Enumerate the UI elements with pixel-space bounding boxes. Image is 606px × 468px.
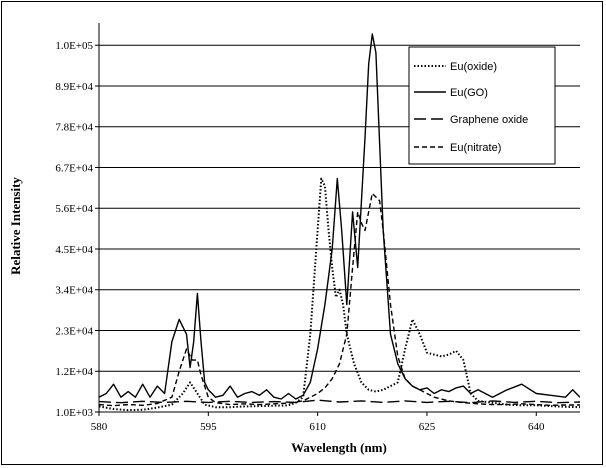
- y-tick-label: 6.7E+04: [55, 162, 93, 174]
- x-tick-label: 595: [200, 421, 217, 433]
- axes-layer: [98, 23, 580, 413]
- y-axis-title: Relative Intensity: [8, 177, 23, 275]
- x-tick-label: 640: [528, 421, 545, 433]
- y-tick-label: 5.6E+04: [55, 203, 93, 215]
- legend: Eu(oxide) Eu(GO) Graphene oxide Eu(nitrate): [408, 46, 556, 165]
- y-tick-label: 1.0E+03: [55, 407, 93, 419]
- tick-layer: 1.0E+03 1.2E+04 2.3E+04 3.4E+04 4.5E+04 5.6E+…: [55, 40, 545, 433]
- y-tick-label: 3.4E+04: [55, 285, 93, 297]
- legend-label: Eu(oxide): [450, 61, 497, 73]
- legend-label: Graphene oxide: [450, 114, 528, 126]
- y-tick-label: 2.3E+04: [55, 325, 93, 337]
- series-line-1: [99, 33, 580, 400]
- series-line-0: [99, 177, 580, 412]
- x-tick-label: 610: [309, 421, 326, 433]
- y-tick-label: 4.5E+04: [55, 244, 93, 256]
- x-axis-title: Wavelength (nm): [291, 440, 387, 455]
- y-tick-label: 1.0E+05: [55, 40, 93, 52]
- y-tick-label: 1.2E+04: [55, 366, 93, 378]
- x-tick-label: 625: [419, 421, 436, 433]
- legend-box: [408, 46, 556, 165]
- y-tick-label: 7.8E+04: [55, 122, 93, 134]
- x-tick-label: 580: [91, 421, 108, 433]
- y-tick-label: 8.9E+04: [55, 81, 93, 93]
- legend-label: Eu(nitrate): [450, 142, 501, 154]
- series-line-3: [99, 192, 580, 407]
- series-layer: [99, 33, 580, 412]
- series-line-2: [99, 399, 580, 404]
- legend-label: Eu(GO): [450, 87, 488, 99]
